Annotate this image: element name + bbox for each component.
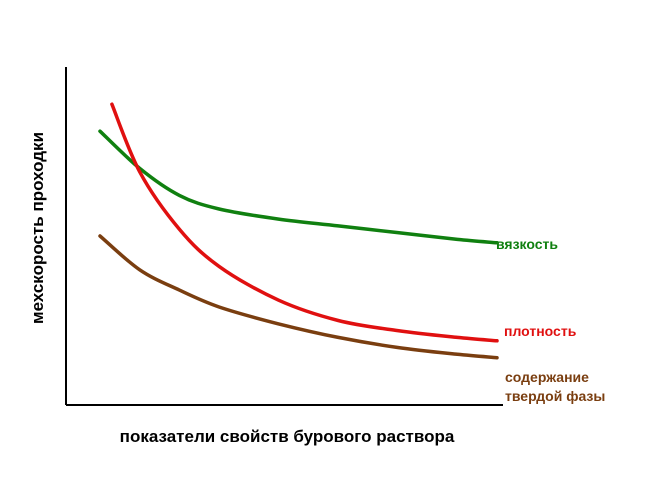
series-line-solids	[98, 234, 499, 360]
series-layer	[98, 102, 499, 360]
x-axis-title: показатели свойств бурового раствора	[120, 427, 455, 446]
series-line-viscosity	[98, 129, 499, 245]
series-label-solids-line-1: содержание	[505, 369, 589, 385]
series-label-density: плотность	[504, 323, 577, 339]
series-line-density	[110, 102, 499, 343]
series-label-viscosity: вязкость	[496, 236, 558, 252]
y-axis-title: мехскорость проходки	[28, 132, 47, 324]
series-label-solids-line-2: твердой фазы	[505, 388, 605, 404]
